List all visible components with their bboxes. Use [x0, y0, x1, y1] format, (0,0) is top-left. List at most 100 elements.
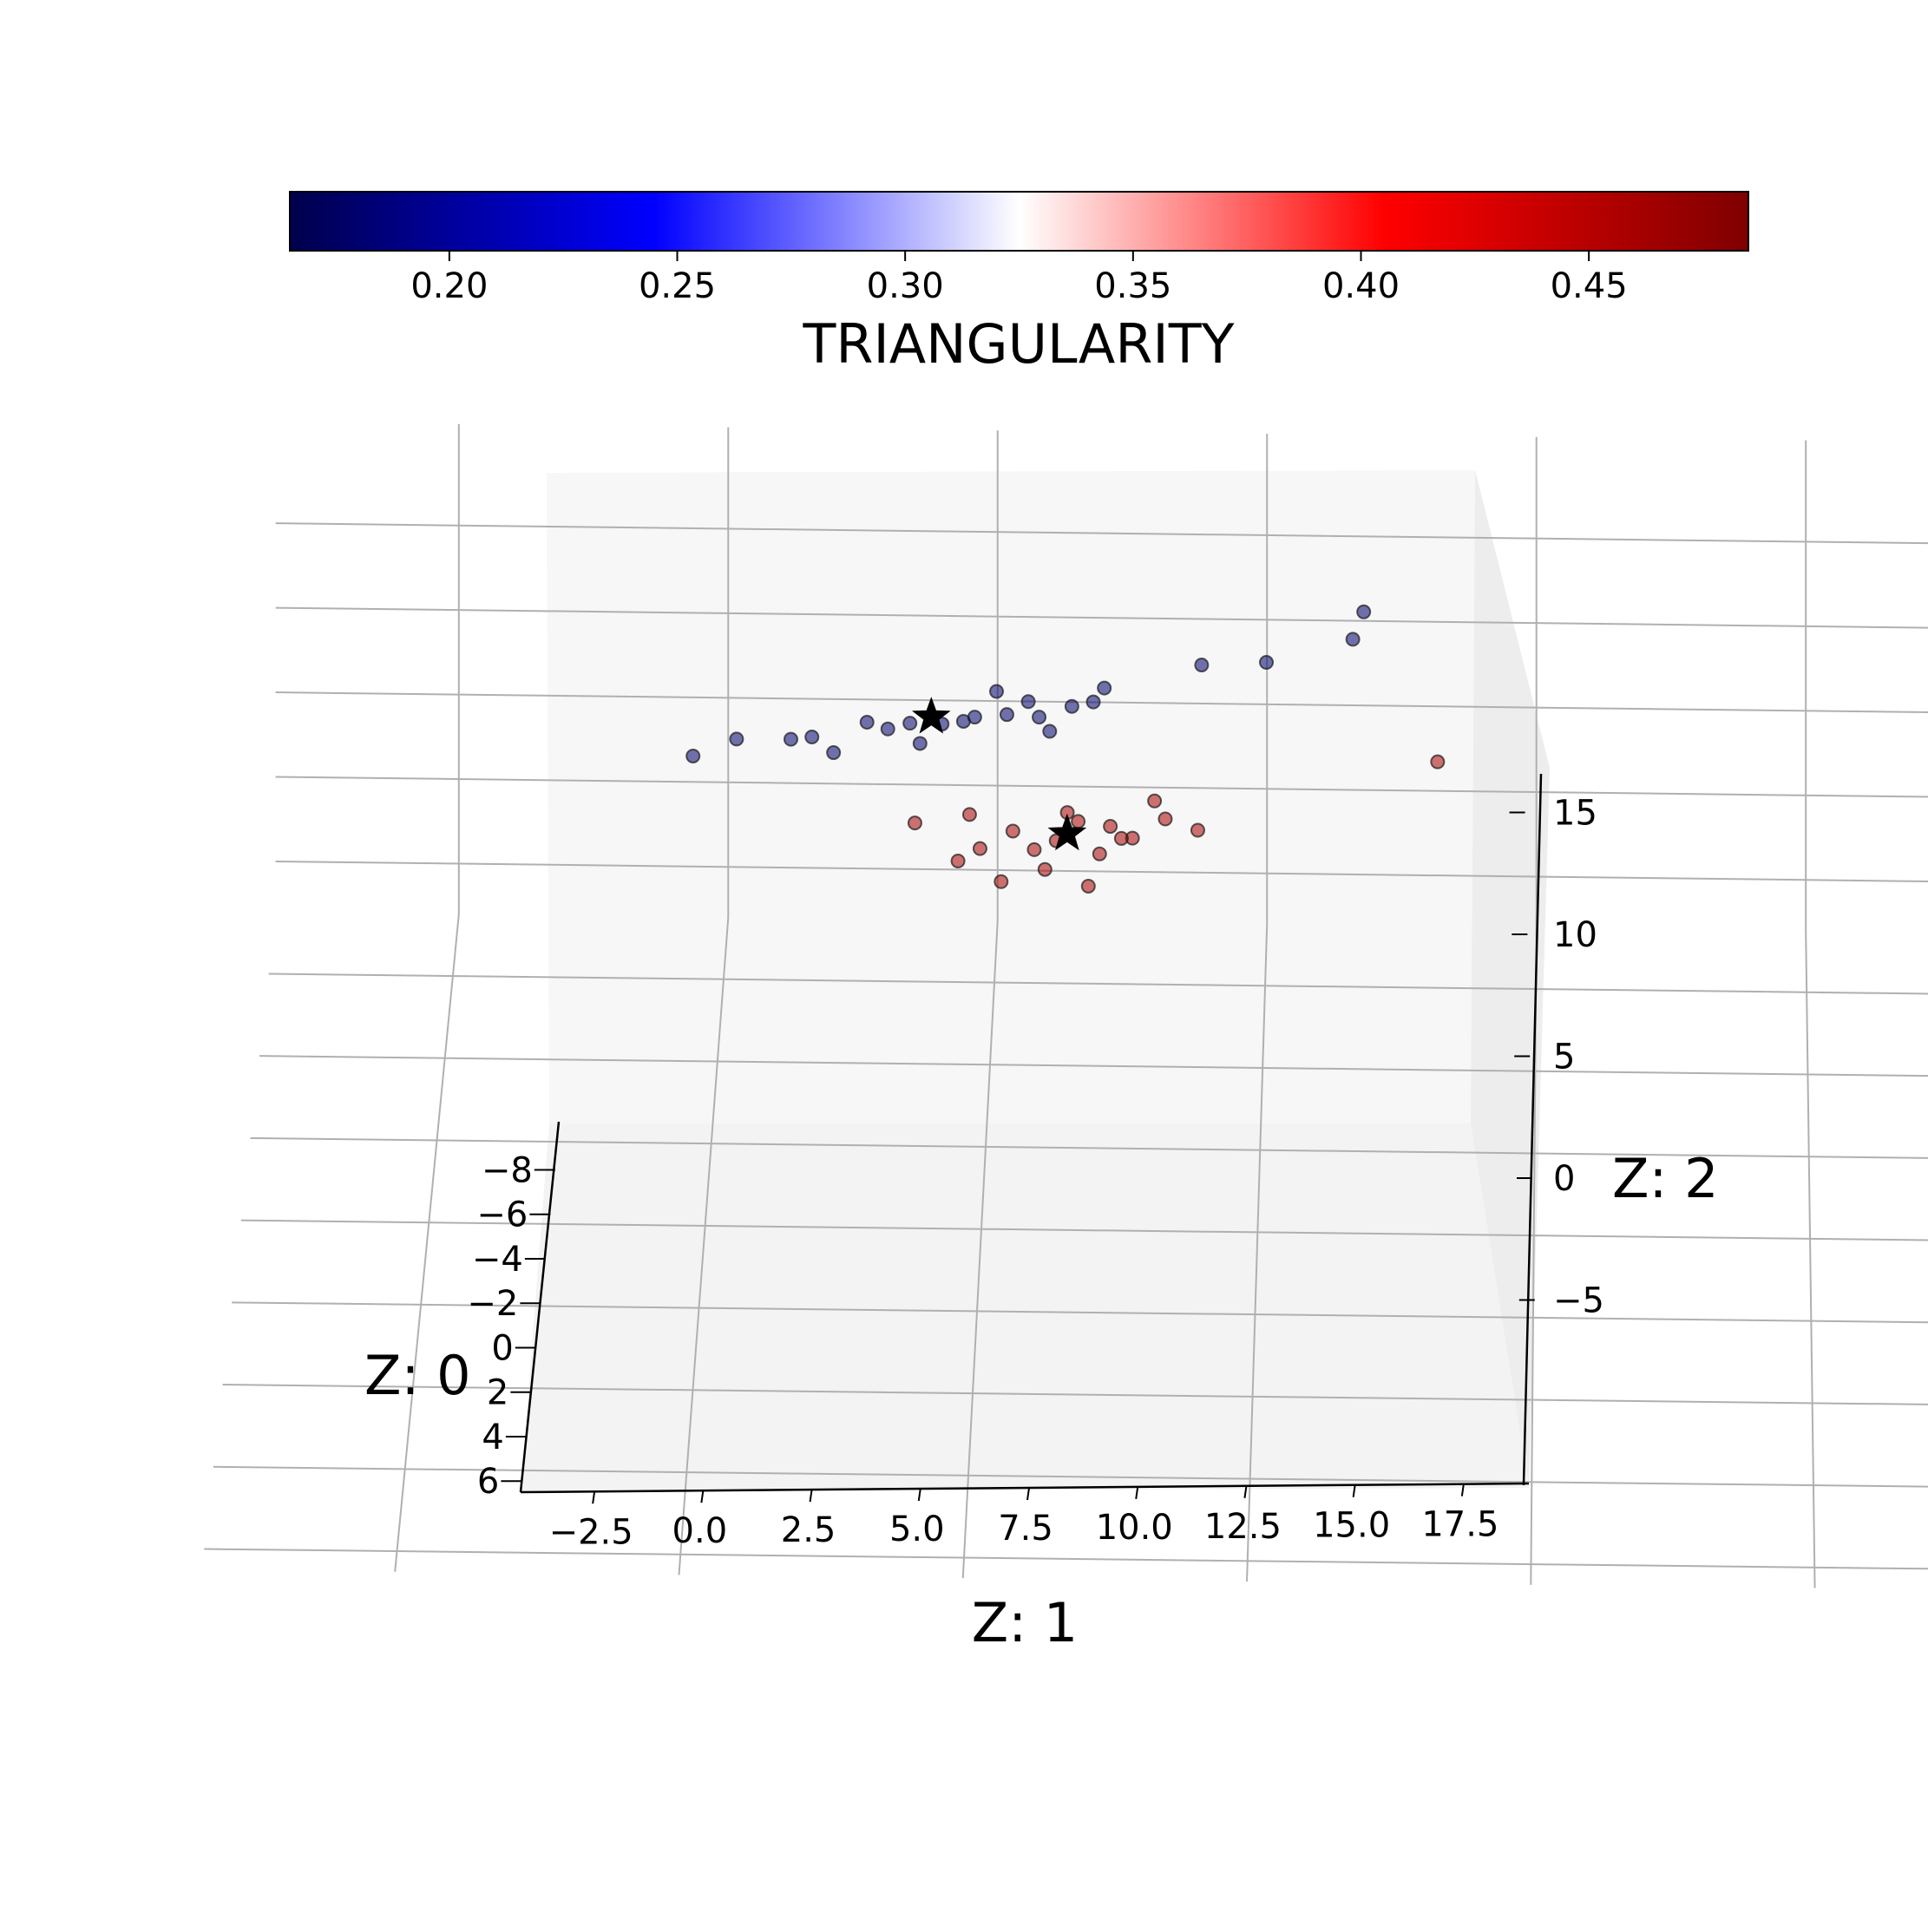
- y-axis-label: Z: 0: [364, 1344, 471, 1407]
- back-grid-z: [275, 860, 1928, 882]
- data-point: [972, 841, 987, 856]
- x-tick-label: 7.5: [998, 1509, 1053, 1549]
- x-tick-label: 15.0: [1313, 1506, 1390, 1546]
- floor-grid-x: [678, 917, 730, 1575]
- floor-grid-y: [204, 1548, 1928, 1570]
- x-tick-label: 10.0: [1096, 1508, 1173, 1548]
- data-point: [1103, 819, 1118, 835]
- z-tick-label: 5: [1553, 1038, 1575, 1077]
- x-axis-line: [520, 1482, 1530, 1494]
- x-tick: [1460, 1483, 1465, 1496]
- x-tick: [809, 1489, 813, 1503]
- data-point: [1113, 830, 1129, 846]
- data-point: [961, 807, 977, 822]
- data-point: [955, 713, 971, 729]
- floor-grid-y: [250, 1136, 1928, 1159]
- data-point: [994, 874, 1009, 889]
- x-tick: [1026, 1487, 1030, 1501]
- data-point: [1085, 694, 1101, 710]
- data-point: [999, 707, 1014, 723]
- data-point: [1345, 632, 1361, 647]
- x-axis-ticks: −2.5 0.0 2.5 5.0 7.5 10.0 12.5 15.0 17.5: [549, 1483, 1498, 1552]
- data-point: [880, 721, 895, 737]
- z-axis-label: Z: 2: [1612, 1147, 1719, 1210]
- x-tick: [917, 1488, 921, 1502]
- floor-grid-y: [240, 1219, 1928, 1241]
- data-point: [912, 736, 928, 751]
- x-tick-label: 0.0: [672, 1511, 728, 1551]
- back-pane: [547, 470, 1475, 1123]
- data-point: [1157, 811, 1173, 827]
- x-tick: [1135, 1486, 1139, 1500]
- data-point: [907, 815, 922, 831]
- z-tick-label: −5: [1553, 1281, 1604, 1321]
- centroid-star: [1047, 813, 1087, 851]
- floor-grid-x: [1805, 930, 1816, 1588]
- z-axis-line: [1522, 773, 1543, 1486]
- axis-panes: [521, 470, 1550, 1492]
- back-grid-z: [275, 691, 1928, 714]
- y-axis-line: [519, 1121, 561, 1493]
- data-point: [1190, 822, 1205, 838]
- data-point: [1092, 846, 1107, 861]
- back-grid-z: [275, 776, 1928, 798]
- data-point: [1005, 823, 1020, 839]
- x-axis-label: Z: 1: [972, 1591, 1079, 1654]
- data-point: [902, 716, 918, 731]
- colorbar-tick-label: 0.20: [410, 266, 488, 306]
- scatter-points: [685, 604, 1446, 894]
- data-point: [826, 745, 842, 761]
- x-tick: [592, 1491, 596, 1504]
- back-grid-z: [275, 522, 1928, 545]
- floor-pane: [521, 1123, 1529, 1492]
- data-point: [1071, 814, 1086, 829]
- data-point: [1020, 694, 1036, 710]
- data-point: [1080, 878, 1096, 894]
- back-grid-z: [275, 606, 1928, 629]
- data-point: [1259, 655, 1274, 671]
- data-point: [804, 730, 820, 745]
- z-tick-label: 10: [1553, 915, 1597, 955]
- data-point: [1026, 842, 1042, 857]
- data-point: [989, 684, 1004, 699]
- x-tick-label: 17.5: [1421, 1505, 1498, 1545]
- data-point: [1147, 793, 1163, 809]
- x-tick-label: 2.5: [781, 1510, 836, 1550]
- z-axis-ticks: −5 0 5 10 15: [1509, 794, 1604, 1321]
- y-axis-ticks: −8 −6 −4−20 2 4 6: [467, 1150, 555, 1502]
- floor-grid-y: [268, 973, 1928, 995]
- data-point: [685, 749, 701, 764]
- y-tick-label: 2: [487, 1373, 508, 1413]
- colorbar-tick-label: 0.40: [1322, 266, 1400, 306]
- floor-grid-y: [259, 1055, 1928, 1077]
- data-point: [1430, 754, 1446, 770]
- floor-grid-x: [1246, 924, 1269, 1582]
- floor-grid-y: [222, 1384, 1928, 1405]
- data-point: [1194, 658, 1210, 673]
- y-tick-label: 4: [482, 1418, 503, 1457]
- data-point: [783, 731, 798, 747]
- y-tick-label: −2: [467, 1284, 518, 1324]
- x-tick: [1352, 1484, 1356, 1497]
- data-point: [950, 853, 966, 868]
- data-point: [859, 714, 875, 730]
- colorbar-ticks: 0.20 0.25 0.30 0.35 0.40 0.45: [410, 251, 1628, 306]
- z-tick-label: 0: [1553, 1159, 1575, 1199]
- colorbar-tick-label: 0.35: [1094, 266, 1171, 306]
- y-tick-label: −4: [472, 1240, 523, 1280]
- data-point: [1064, 698, 1079, 714]
- colorbar: 0.20 0.25 0.30 0.35 0.40 0.45 TRIANGULARITY: [289, 191, 1749, 376]
- colorbar-tick-label: 0.25: [639, 266, 716, 306]
- colorbar-tick-label: 0.30: [867, 266, 944, 306]
- x-tick: [700, 1490, 705, 1503]
- x-tick-label: 12.5: [1204, 1507, 1282, 1547]
- floor-grid-y: [232, 1301, 1928, 1324]
- y-tick-label: −6: [476, 1195, 528, 1235]
- x-tick-label: 5.0: [889, 1510, 945, 1549]
- y-tick-label: 6: [477, 1462, 499, 1502]
- x-tick: [1243, 1485, 1248, 1498]
- data-point: [729, 731, 744, 747]
- floor-grid-x: [394, 914, 460, 1572]
